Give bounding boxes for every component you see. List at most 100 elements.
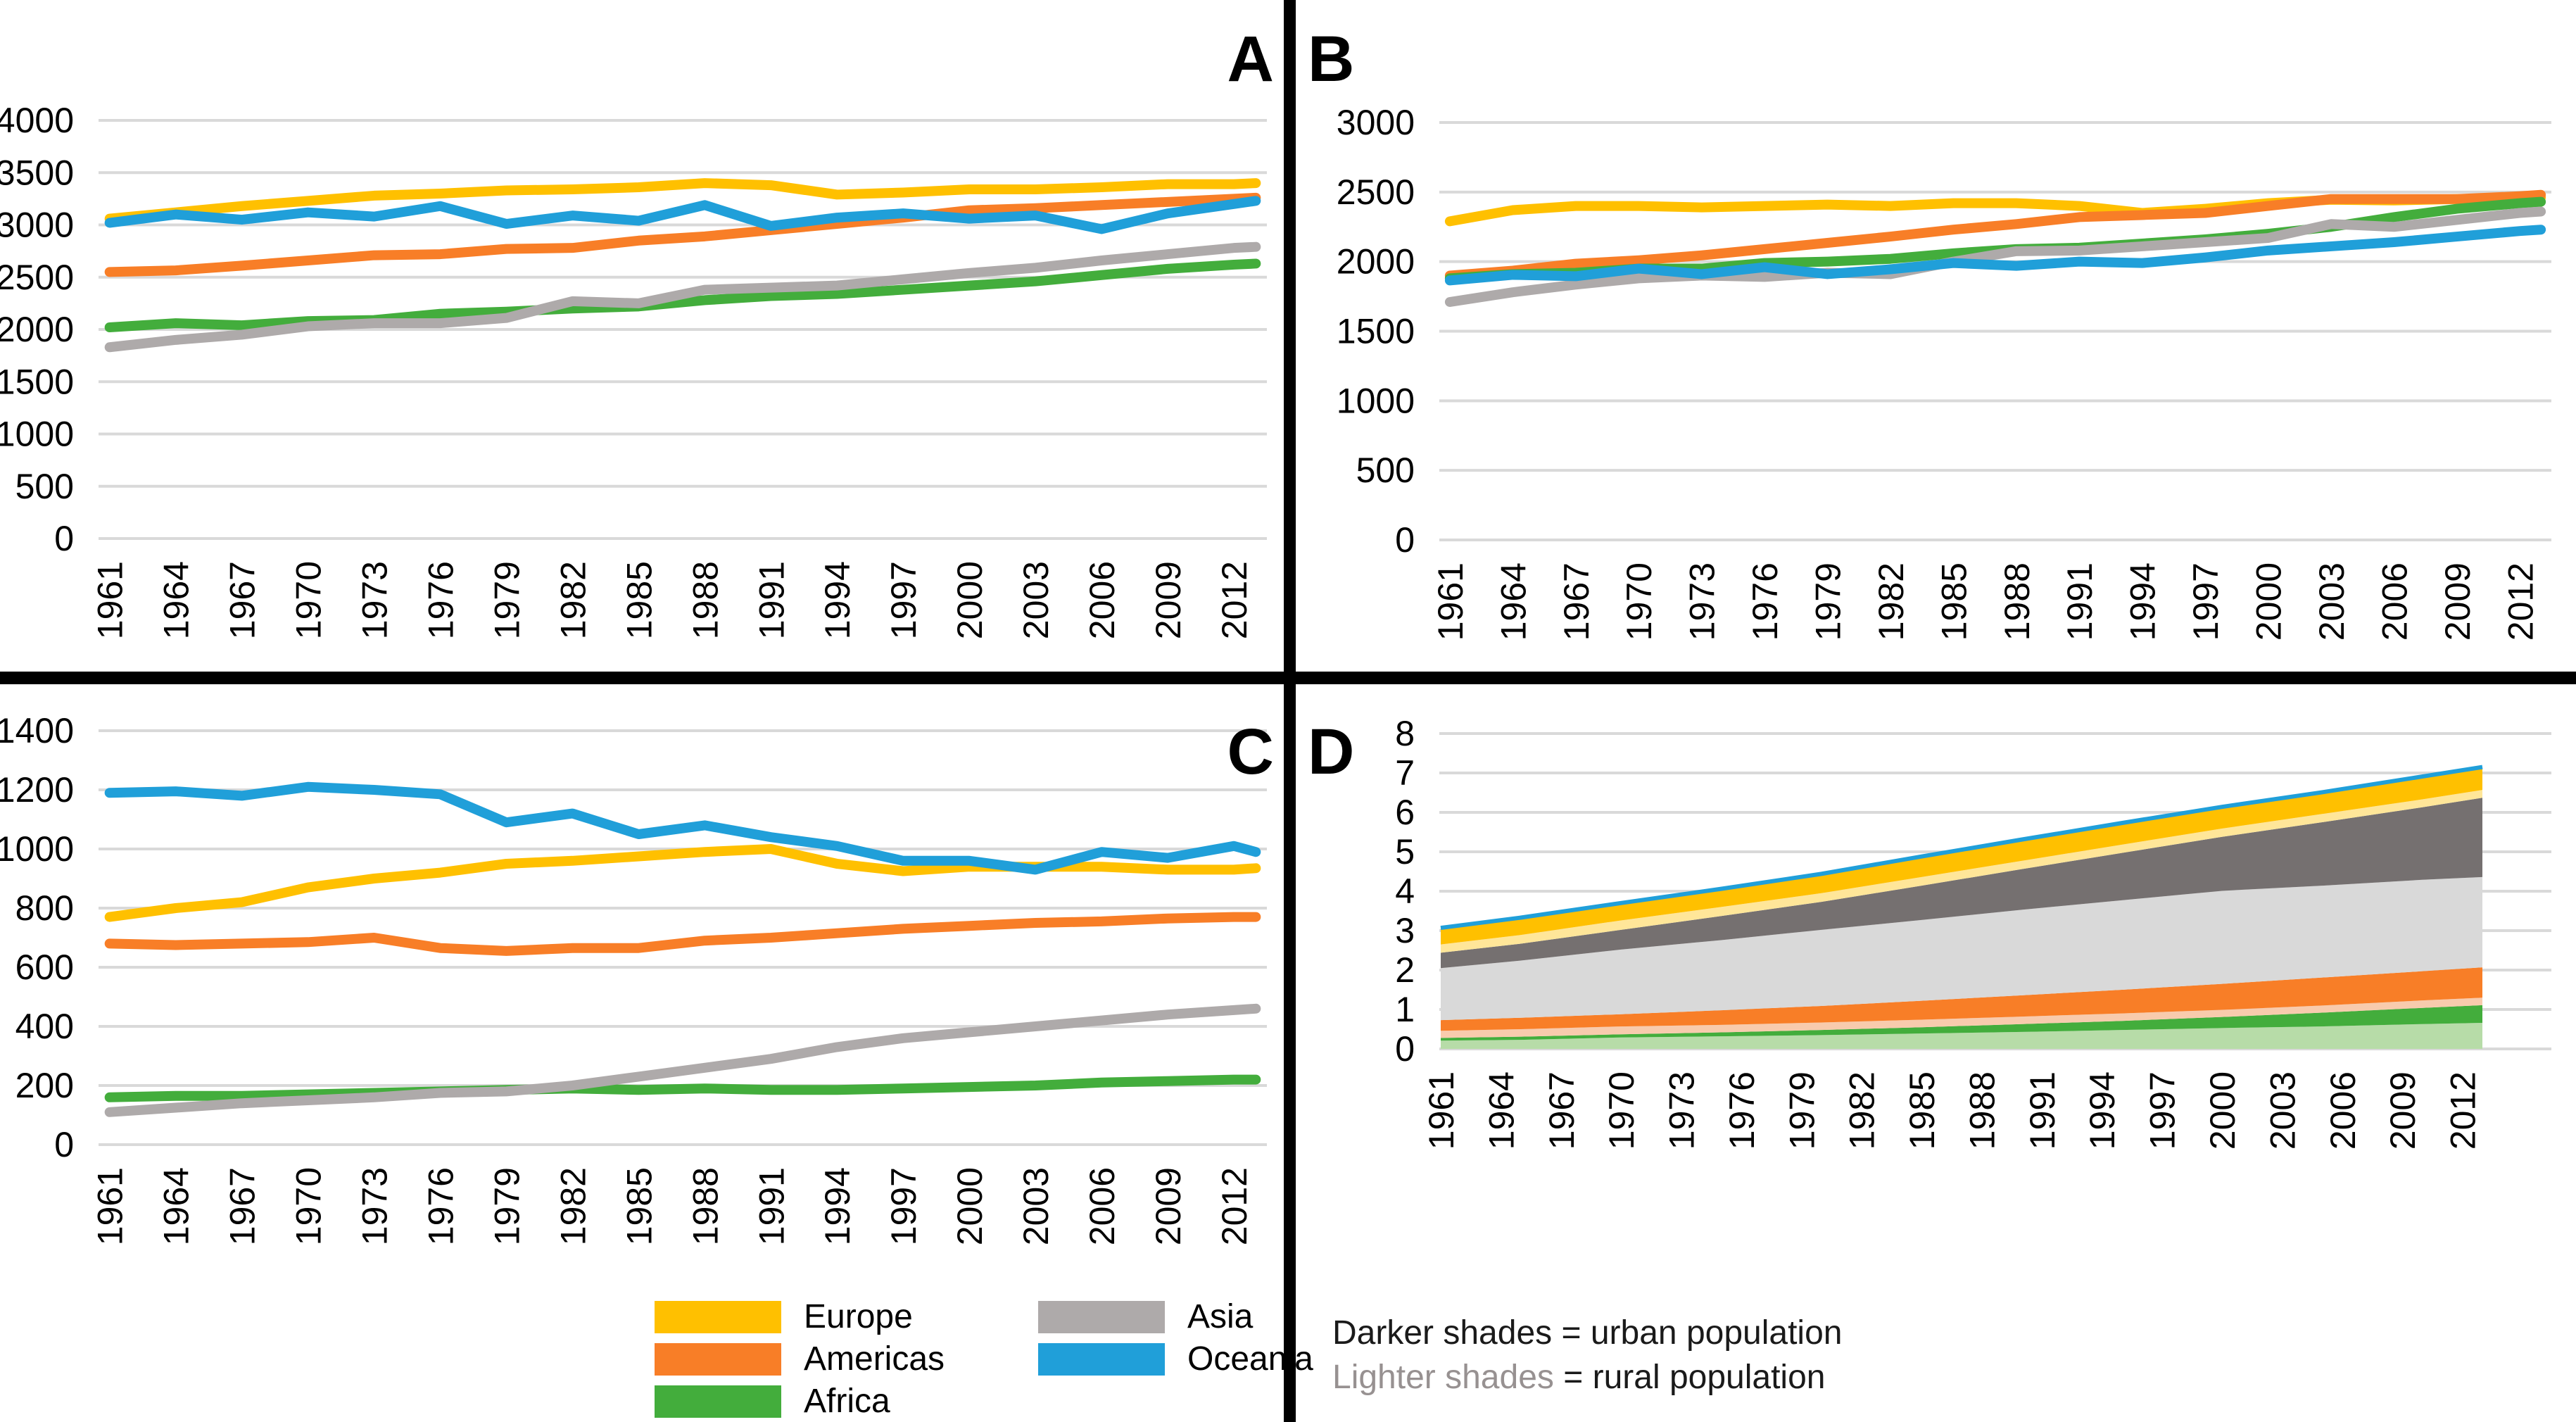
x-tick-label-c-2009: 2009 (1149, 1167, 1188, 1245)
x-tick-label-c-1997: 1997 (884, 1167, 923, 1245)
x-tick-label-a-1988: 1988 (686, 561, 725, 639)
x-tick-label-b-1967: 1967 (1557, 562, 1596, 641)
x-tick-label-a-1964: 1964 (157, 561, 196, 639)
caption-lighter-shades: Lighter shades (1332, 1359, 1554, 1396)
x-tick-label-b-1964: 1964 (1494, 562, 1533, 641)
series-c-oceania (104, 781, 1261, 875)
y-tick-label-b-0: 0 (1395, 520, 1415, 560)
series-b-asia (1444, 206, 2546, 307)
x-tick-label-d-1982: 1982 (1843, 1071, 1882, 1150)
x-tick-label-a-1976: 1976 (421, 561, 460, 639)
y-tick-label-a-2500: 2500 (0, 258, 74, 297)
x-tick-label-a-2009: 2009 (1149, 561, 1188, 639)
x-tick-label-c-2000: 2000 (950, 1167, 990, 1245)
x-tick-label-c-2012: 2012 (1215, 1167, 1254, 1245)
legend: Europe Americas Africa Asia Oceania (655, 1300, 1316, 1422)
panel-label-b: B (1308, 23, 1355, 95)
x-tick-label-d-1970: 1970 (1602, 1071, 1641, 1150)
y-tick-label-d-6: 6 (1395, 793, 1415, 832)
y-tick-label-a-0: 0 (54, 519, 74, 558)
x-tick-label-a-1967: 1967 (223, 561, 263, 639)
panel-label-c: C (1227, 716, 1274, 788)
x-tick-label-b-2003: 2003 (2312, 562, 2351, 641)
y-tick-label-a-500: 500 (15, 467, 74, 506)
x-tick-label-b-1979: 1979 (1809, 562, 1848, 641)
x-tick-label-d-1997: 1997 (2143, 1071, 2183, 1150)
legend-label-africa: Africa (804, 1383, 890, 1420)
legend-label-asia: Asia (1187, 1298, 1254, 1335)
x-tick-label-c-1982: 1982 (553, 1167, 593, 1245)
x-tick-label-d-2000: 2000 (2203, 1071, 2242, 1150)
y-tick-label-d-7: 7 (1395, 753, 1415, 793)
y-tick-label-c-600: 600 (15, 948, 74, 987)
series-c-asia (104, 1003, 1261, 1117)
x-tick-label-c-1964: 1964 (157, 1167, 196, 1245)
area-total-outline (1440, 765, 2483, 931)
x-tick-label-b-1985: 1985 (1934, 562, 1974, 641)
x-tick-label-d-1994: 1994 (2083, 1071, 2122, 1150)
y-tick-label-b-3000: 3000 (1337, 103, 1415, 142)
x-tick-label-d-2003: 2003 (2263, 1071, 2302, 1150)
y-tick-label-c-400: 400 (15, 1007, 74, 1046)
y-tick-label-d-0: 0 (1395, 1029, 1415, 1069)
y-tick-label-a-1000: 1000 (0, 415, 74, 454)
x-tick-label-b-2012: 2012 (2501, 562, 2540, 641)
y-tick-label-b-2500: 2500 (1337, 172, 1415, 212)
x-tick-label-b-1976: 1976 (1745, 562, 1785, 641)
y-tick-label-c-0: 0 (54, 1125, 74, 1164)
y-tick-label-a-3500: 3500 (0, 153, 74, 192)
area-americas-urban (1441, 967, 2482, 1031)
horizontal-divider (0, 672, 2576, 684)
y-tick-label-d-3: 3 (1395, 911, 1415, 950)
x-tick-label-d-1985: 1985 (1902, 1071, 1942, 1150)
x-tick-label-c-1976: 1976 (421, 1167, 460, 1245)
y-tick-label-b-1000: 1000 (1337, 381, 1415, 420)
caption-line-urban: Darker shades = urban population (1332, 1311, 1842, 1355)
legend-swatch-oceania (1038, 1343, 1165, 1376)
panel-b-chart: 0 500 1000 1500 2000 2500 3000 1961 1964 1967 1970… (1337, 103, 2551, 641)
series-a-asia (104, 241, 1261, 353)
caption-line-rural: Lighter shades = rural population (1332, 1355, 1842, 1399)
x-tick-label-b-1982: 1982 (1871, 562, 1911, 641)
x-tick-label-d-1967: 1967 (1542, 1071, 1581, 1150)
x-tick-label-a-1973: 1973 (355, 561, 395, 639)
x-tick-label-d-2012: 2012 (2444, 1071, 2483, 1150)
y-tick-label-a-4000: 4000 (0, 101, 74, 140)
area-asia-rural (1441, 876, 2482, 1021)
x-tick-label-c-1961: 1961 (91, 1167, 130, 1245)
x-tick-label-b-1997: 1997 (2186, 562, 2225, 641)
x-tick-label-a-1982: 1982 (553, 561, 593, 639)
y-tick-label-c-800: 800 (15, 888, 74, 928)
y-tick-label-d-8: 8 (1395, 714, 1415, 753)
legend-swatch-africa (655, 1385, 781, 1418)
x-tick-label-d-1964: 1964 (1482, 1071, 1521, 1150)
x-tick-label-c-1991: 1991 (752, 1167, 791, 1245)
x-tick-label-d-1979: 1979 (1782, 1071, 1821, 1150)
x-tick-label-a-1970: 1970 (289, 561, 329, 639)
x-tick-label-a-1997: 1997 (884, 561, 923, 639)
x-tick-label-a-2006: 2006 (1082, 561, 1122, 639)
x-tick-label-c-1967: 1967 (223, 1167, 263, 1245)
y-tick-label-d-5: 5 (1395, 832, 1415, 872)
panel-label-a: A (1227, 23, 1274, 95)
series-a-africa (104, 258, 1261, 333)
x-tick-label-b-1991: 1991 (2060, 562, 2100, 641)
series-b-americas (1444, 189, 2546, 281)
x-tick-label-b-1994: 1994 (2123, 562, 2163, 641)
caption-darker-shades: Darker shades (1332, 1314, 1553, 1352)
x-tick-label-a-2012: 2012 (1215, 561, 1254, 639)
x-tick-label-c-1970: 1970 (289, 1167, 329, 1245)
x-tick-label-a-2003: 2003 (1016, 561, 1056, 639)
x-tick-label-d-1973: 1973 (1662, 1071, 1702, 1150)
panel-label-d: D (1308, 716, 1355, 788)
y-tick-label-a-2000: 2000 (0, 310, 74, 349)
x-tick-label-d-1991: 1991 (2023, 1071, 2062, 1150)
x-tick-label-a-1985: 1985 (619, 561, 659, 639)
x-tick-label-b-2000: 2000 (2249, 562, 2289, 641)
y-tick-label-a-3000: 3000 (0, 206, 74, 245)
y-tick-label-d-4: 4 (1395, 872, 1415, 911)
legend-swatch-europe (655, 1301, 781, 1333)
series-b-oceania (1444, 225, 2546, 286)
area-europe-urban (1441, 768, 2482, 945)
